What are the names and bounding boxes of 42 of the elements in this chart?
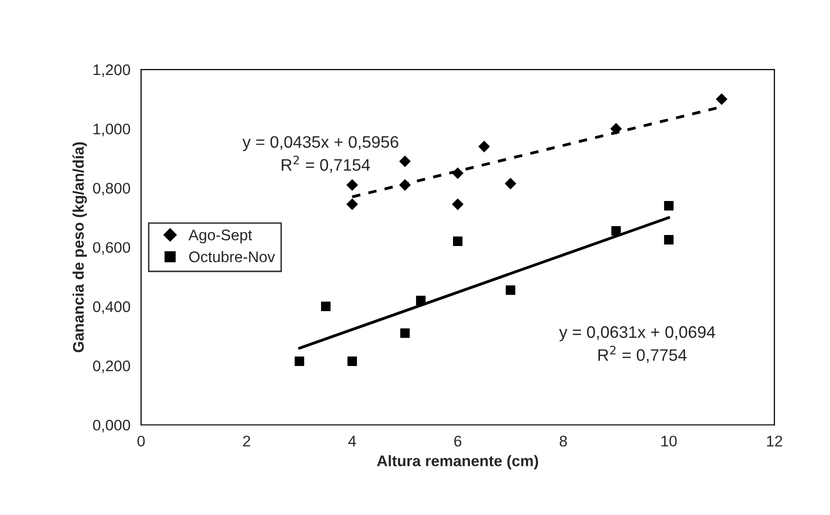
y-tick-label: 0,400: [93, 301, 130, 314]
y-tick-label: 0,600: [93, 242, 130, 255]
point: [452, 236, 462, 246]
annotation: R$^{2}$ = 0,7754: [598, 346, 687, 363]
point: [504, 178, 516, 190]
y-tick-label: 0,000: [93, 420, 130, 432]
point: [294, 356, 304, 366]
point: [347, 356, 357, 366]
point: [399, 179, 411, 191]
point: [478, 140, 490, 152]
legend-label: Ago-Sept: [188, 230, 252, 244]
point: [664, 200, 674, 210]
point: [664, 235, 674, 245]
annotation: R$^{2}$ = 0,7154: [282, 156, 370, 173]
annotation: y = 0,0631x + 0,0694: [559, 326, 716, 342]
point: [346, 179, 358, 191]
point: [610, 123, 622, 134]
point: [399, 156, 411, 168]
y-axis-title: Ganancia de peso (kg/an/día): [72, 142, 87, 352]
legend-label: Octubre-Nov: [189, 251, 276, 262]
x-tick-label: 4: [348, 436, 356, 446]
y-tick-label: 1,000: [94, 124, 130, 136]
point: [611, 226, 621, 236]
x-tick-label: 8: [560, 436, 567, 447]
point: [346, 198, 358, 210]
point: [321, 302, 331, 312]
x-tick-label: 10: [662, 436, 677, 447]
point: [400, 328, 410, 338]
point: [506, 285, 516, 295]
point: [452, 198, 464, 210]
annotation: y = 0,0435x + 0,5956: [242, 136, 398, 152]
point: [416, 296, 426, 306]
point: [716, 93, 728, 105]
y-tick-label: 0,200: [93, 360, 130, 374]
x-tick-label: 0: [137, 436, 145, 447]
point: [452, 167, 464, 179]
y-tick-label: 0,800: [93, 182, 130, 196]
x-tick-label: 12: [767, 436, 782, 446]
x-axis-title: Altura remanente (cm): [377, 455, 538, 470]
x-tick-label: 2: [243, 436, 250, 446]
y-tick-label: 1,200: [94, 64, 130, 78]
x-tick-label: 6: [454, 436, 462, 447]
